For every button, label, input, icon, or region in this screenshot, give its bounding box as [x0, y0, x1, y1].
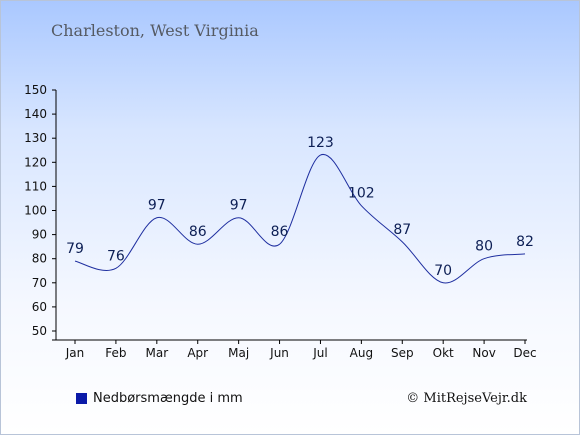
- x-tick-label: Sep: [391, 346, 414, 360]
- data-label: 97: [148, 198, 166, 214]
- data-label: 97: [230, 198, 248, 214]
- x-tick-label: Maj: [228, 346, 249, 360]
- x-tick-label: Jan: [65, 346, 85, 360]
- data-label: 80: [475, 239, 493, 255]
- y-tick-label: 150: [24, 83, 47, 97]
- y-tick-label: 100: [24, 204, 47, 218]
- x-tick-label: Jul: [312, 346, 327, 360]
- x-tick-label: Aug: [350, 346, 373, 360]
- data-label: 76: [107, 248, 125, 264]
- y-tick-label: 80: [32, 252, 47, 266]
- y-tick-label: 50: [32, 324, 47, 338]
- y-tick-label: 90: [32, 228, 47, 242]
- y-tick-label: 120: [24, 155, 47, 169]
- data-label: 86: [271, 224, 289, 240]
- x-tick-label: Okt: [433, 346, 454, 360]
- data-label: 70: [434, 263, 452, 279]
- y-tick-label: 60: [32, 300, 47, 314]
- x-tick-label: Feb: [105, 346, 126, 360]
- y-tick-label: 110: [24, 179, 47, 193]
- chart-subtitle: Charleston, West Virginia: [51, 21, 259, 40]
- legend-label: Nedbørsmængde i mm: [93, 391, 243, 406]
- y-tick-label: 70: [32, 276, 47, 290]
- x-tick-label: Nov: [472, 346, 495, 360]
- x-tick-label: Jun: [269, 346, 289, 360]
- data-label: 102: [348, 186, 375, 202]
- x-tick-label: Apr: [187, 346, 208, 360]
- legend-swatch: [76, 393, 87, 404]
- data-label: 82: [516, 234, 534, 250]
- legend: Nedbørsmængde i mm: [76, 391, 243, 406]
- series-line: [74, 154, 526, 284]
- y-tick-label: 130: [24, 131, 47, 145]
- y-tick-label: 140: [24, 107, 47, 121]
- copyright-text: © MitRejseVejr.dk: [406, 391, 527, 406]
- x-tick-label: Mar: [145, 346, 168, 360]
- data-label: 79: [66, 241, 84, 257]
- data-label: 123: [307, 135, 334, 151]
- data-label: 87: [393, 222, 411, 238]
- x-tick-label: Dec: [513, 346, 536, 360]
- data-label: 86: [189, 224, 207, 240]
